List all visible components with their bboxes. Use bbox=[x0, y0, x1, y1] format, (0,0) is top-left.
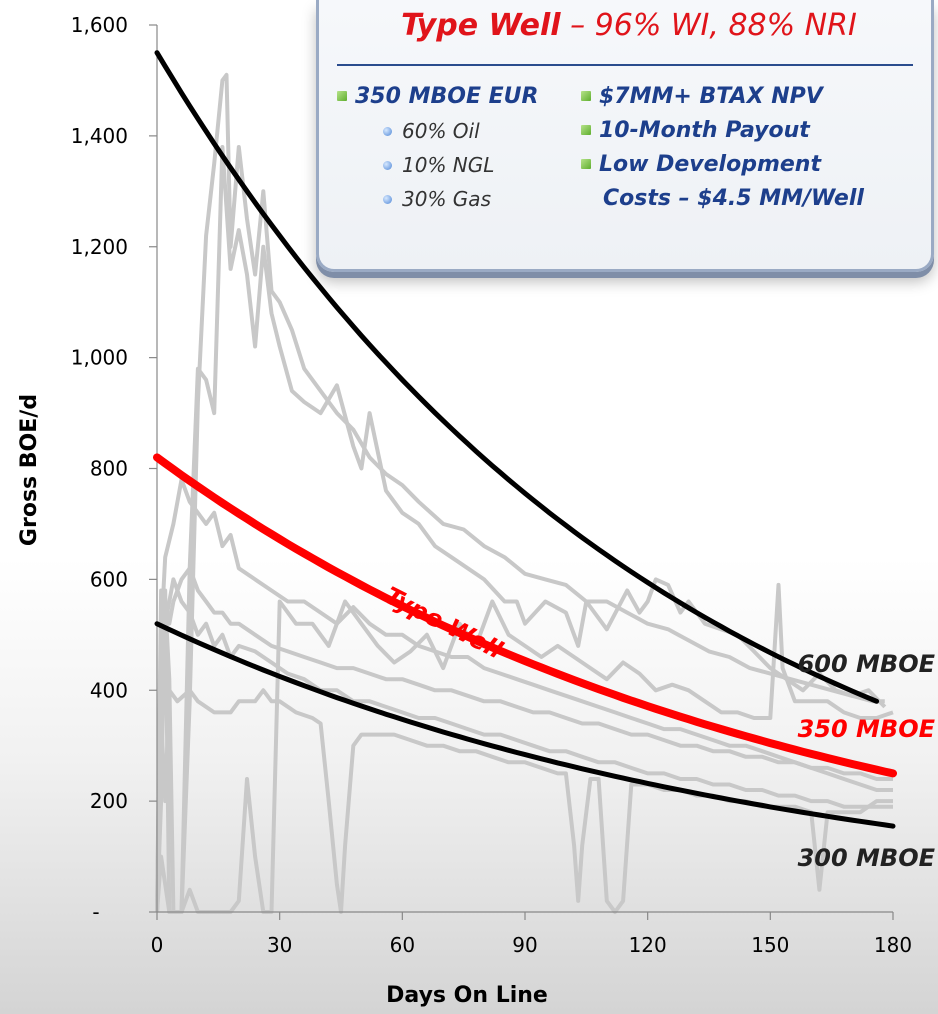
x-tick-label: 150 bbox=[751, 933, 789, 957]
oil-sub-bullet: 60% Oil bbox=[337, 114, 538, 148]
y-tick-label: 600 bbox=[90, 567, 128, 591]
eur-text: 350 MBOE EUR bbox=[355, 84, 539, 109]
ngl-text: 10% NGL bbox=[402, 153, 495, 177]
dev-cost-bullet: Low Development bbox=[581, 148, 864, 182]
y-tick-label: 800 bbox=[90, 457, 128, 481]
type-curve-2 bbox=[153, 453, 897, 778]
y-tick-label: 1,400 bbox=[71, 124, 128, 148]
curve-label-2: 350 MBOE bbox=[798, 715, 936, 743]
green-square-bullet-icon bbox=[581, 91, 591, 101]
blue-dot-bullet-icon bbox=[383, 195, 392, 204]
box-left-column: 350 MBOE EUR 60% Oil 10% NGL 30% Gas bbox=[337, 80, 538, 216]
y-axis-title: Gross BOE/d bbox=[17, 394, 42, 546]
background-well-7 bbox=[155, 582, 894, 914]
dev-cost-bullet-line2: Costs – $4.5 MM/Well bbox=[581, 182, 864, 216]
dev-cost-text: Low Development bbox=[599, 152, 821, 177]
npv-text: $7MM+ BTAX NPV bbox=[599, 84, 823, 109]
y-tick-label: 1,600 bbox=[71, 13, 128, 37]
type-well-curve-label: Type Well bbox=[380, 581, 507, 664]
x-tick-label: 30 bbox=[267, 933, 292, 957]
type-curve-3 bbox=[154, 621, 896, 829]
green-square-bullet-icon bbox=[337, 91, 347, 101]
curve-label-3: 300 MBOE bbox=[798, 844, 936, 872]
axes: - 200 400 600 800 1,000 1,200 1,400 1,600 0 30 60 90… bbox=[17, 13, 912, 1008]
blue-dot-bullet-icon bbox=[383, 127, 392, 136]
npv-bullet: $7MM+ BTAX NPV bbox=[581, 80, 864, 114]
background-well-6 bbox=[155, 688, 893, 914]
box-title-strong: Type Well bbox=[401, 8, 561, 43]
gas-text: 30% Gas bbox=[402, 187, 491, 211]
x-tick-label: 180 bbox=[874, 933, 912, 957]
box-title-rest: – 96% WI, 88% NRI bbox=[560, 8, 857, 43]
box-right-column: $7MM+ BTAX NPV 10-Month Payout Low Devel… bbox=[581, 80, 864, 216]
x-tick-label: 0 bbox=[151, 933, 164, 957]
box-title: Type Well – 96% WI, 88% NRI bbox=[339, 8, 919, 43]
x-tick-label: 90 bbox=[512, 933, 537, 957]
curve-label-1: 600 MBOE bbox=[798, 650, 936, 678]
x-axis-title: Days On Line bbox=[386, 983, 548, 1008]
gas-sub-bullet: 30% Gas bbox=[337, 182, 538, 216]
blue-dot-bullet-icon bbox=[383, 161, 392, 170]
x-tick-label: 60 bbox=[390, 933, 415, 957]
background-well-1 bbox=[155, 72, 885, 914]
y-tick-label: 1,000 bbox=[71, 346, 128, 370]
background-wells bbox=[155, 72, 894, 914]
x-tick-label: 120 bbox=[629, 933, 667, 957]
y-tick-label: 400 bbox=[90, 678, 128, 702]
oil-text: 60% Oil bbox=[402, 119, 480, 143]
payout-bullet: 10-Month Payout bbox=[581, 114, 864, 148]
y-tick-label: 200 bbox=[90, 789, 128, 813]
type-curves bbox=[153, 50, 897, 829]
dev-cost-text-line2: Costs – $4.5 MM/Well bbox=[603, 186, 864, 211]
y-tick-label: 1,200 bbox=[71, 235, 128, 259]
ngl-sub-bullet: 10% NGL bbox=[337, 148, 538, 182]
background-well-5 bbox=[155, 566, 893, 913]
green-square-bullet-icon bbox=[581, 125, 591, 135]
y-tick-label: - bbox=[92, 900, 99, 924]
box-divider bbox=[337, 64, 913, 66]
eur-bullet: 350 MBOE EUR bbox=[337, 80, 538, 114]
type-well-summary-box: Type Well – 96% WI, 88% NRI 350 MBOE EUR… bbox=[316, 0, 934, 272]
background-well-4 bbox=[155, 577, 893, 913]
background-well-3 bbox=[155, 477, 893, 913]
payout-text: 10-Month Payout bbox=[599, 118, 810, 143]
green-square-bullet-icon bbox=[581, 159, 591, 169]
type-curve-1 bbox=[154, 50, 880, 704]
